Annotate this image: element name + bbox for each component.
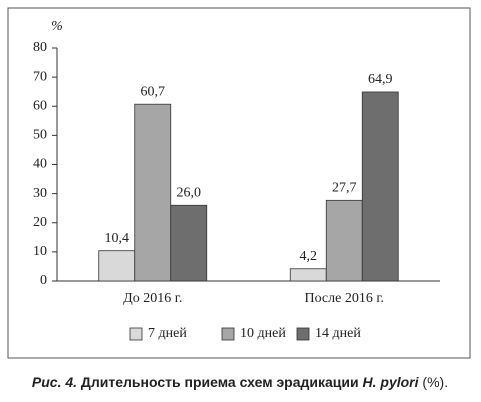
value-label: 64,9 xyxy=(368,72,393,87)
value-label: 4,2 xyxy=(300,249,318,264)
bar xyxy=(325,199,363,282)
value-label: 10,4 xyxy=(105,231,130,246)
legend-label: 7 дней xyxy=(148,326,187,341)
y-tick-label: 60 xyxy=(33,98,47,113)
y-tick-label: 10 xyxy=(33,244,47,259)
y-tick-label: 20 xyxy=(33,215,47,230)
caption-unit: (%). xyxy=(422,374,448,390)
chart-frame xyxy=(7,7,471,359)
y-tick-label: 40 xyxy=(33,157,47,172)
legend-swatch xyxy=(296,327,310,341)
value-label: 60,7 xyxy=(141,84,166,99)
bar xyxy=(361,91,399,282)
caption: Рис. 4. Длительность приема схем эрадика… xyxy=(32,374,448,390)
caption-text: Длительность приема схем эрадикации xyxy=(81,374,359,390)
y-tick-label: 70 xyxy=(33,69,47,84)
y-tick-label: 0 xyxy=(40,273,47,288)
bar xyxy=(170,204,208,282)
bar xyxy=(134,103,172,282)
y-tick-label: 30 xyxy=(33,186,47,201)
y-tick-label: 80 xyxy=(33,40,47,55)
bar xyxy=(289,268,327,282)
legend-swatch xyxy=(129,327,143,341)
bar xyxy=(98,250,136,282)
caption-number: Рис. 4. xyxy=(32,374,77,390)
legend-label: 10 дней xyxy=(240,326,286,341)
legend-swatch xyxy=(221,327,235,341)
value-label: 27,7 xyxy=(332,181,357,196)
y-tick-label: 50 xyxy=(33,128,47,143)
x-tick-label: До 2016 г. xyxy=(123,291,182,306)
y-axis-label: % xyxy=(51,19,63,34)
value-label: 26,0 xyxy=(177,185,202,200)
legend-label: 14 дней xyxy=(315,326,361,341)
x-tick-label: После 2016 г. xyxy=(304,291,384,306)
caption-species: H. pylori xyxy=(363,374,420,390)
